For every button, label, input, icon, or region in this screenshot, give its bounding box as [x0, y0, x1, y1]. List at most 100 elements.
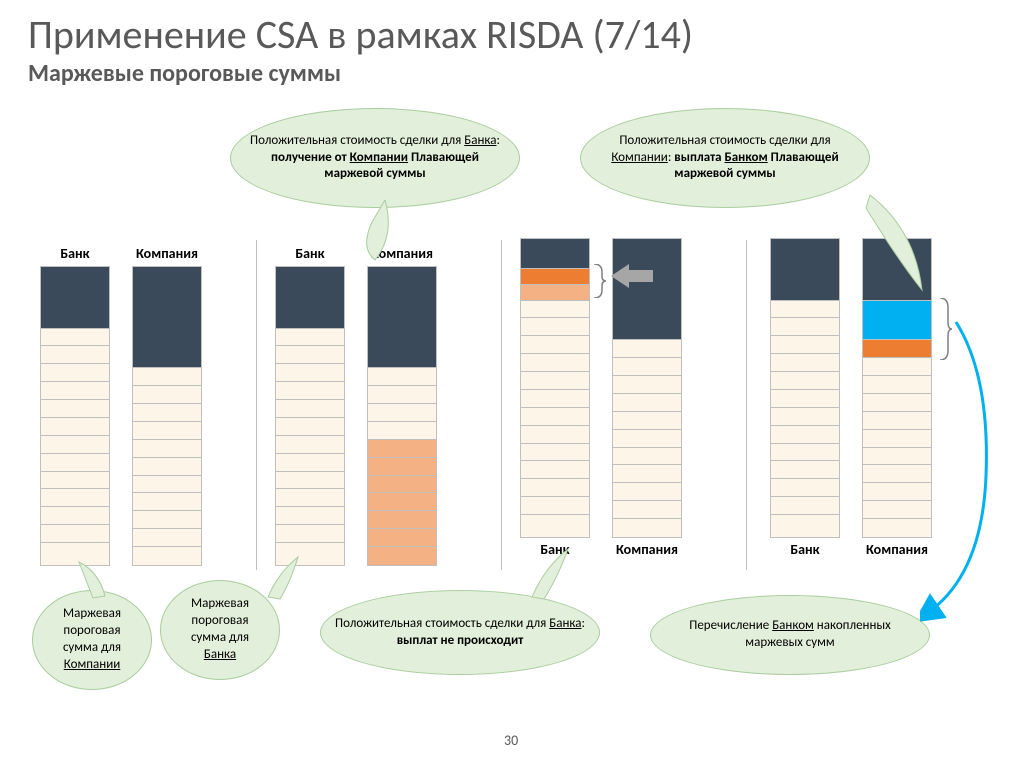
bar-segment	[521, 372, 589, 390]
bar-segment	[368, 493, 436, 511]
bar-segment	[771, 318, 839, 336]
bar-segment	[368, 440, 436, 458]
bar-segment	[521, 479, 589, 497]
bar-segment	[276, 454, 344, 472]
bar-segment	[41, 267, 109, 329]
bar-segment	[276, 364, 344, 382]
bar-segment	[771, 354, 839, 372]
bubble-b2-tail	[260, 555, 310, 605]
divider-2	[501, 240, 502, 570]
bar-segment	[368, 458, 436, 476]
bar-segment	[368, 529, 436, 547]
bar-segment	[613, 412, 681, 430]
bar-segment	[41, 507, 109, 525]
bar-segment	[41, 364, 109, 382]
bar-segment	[41, 489, 109, 507]
bar-segment	[521, 515, 589, 537]
bubble-b3-tail	[520, 545, 580, 605]
bar-segment	[521, 354, 589, 372]
label-company: Компания	[612, 541, 682, 558]
bar-segment	[521, 461, 589, 479]
panel-1-bank-bar	[40, 266, 110, 566]
bar-segment	[613, 501, 681, 519]
gray-arrow-icon	[611, 264, 653, 288]
bar-segment	[771, 336, 839, 354]
panel-2-bank-bar	[275, 266, 345, 566]
bar-segment	[771, 408, 839, 426]
bar-segment	[521, 318, 589, 336]
bar-segment	[771, 239, 839, 301]
title-sub: Маржевые пороговые суммы	[28, 59, 693, 88]
bar-segment	[613, 394, 681, 412]
panel-3-bank-bar	[520, 238, 590, 538]
bar-segment	[613, 239, 681, 340]
bar-segment	[521, 285, 589, 301]
bracket-panel3	[592, 264, 608, 298]
bar-segment	[771, 515, 839, 537]
bar-segment	[613, 465, 681, 483]
bar-segment	[771, 444, 839, 462]
panel-1-labels: Банк Компания	[40, 245, 202, 262]
bar-segment	[771, 390, 839, 408]
bar-segment	[613, 358, 681, 376]
bar-segment	[41, 436, 109, 454]
bar-segment	[276, 382, 344, 400]
bar-segment	[771, 461, 839, 479]
bar-segment	[771, 497, 839, 515]
bar-segment	[133, 404, 201, 422]
bar-segment	[133, 511, 201, 529]
bar-segment	[613, 519, 681, 537]
title-main: Применение CSA в рамках RISDA (7/14)	[28, 10, 693, 59]
bubble-tl-tail	[360, 200, 420, 270]
bar-segment	[368, 476, 436, 494]
bubble-b1-tail	[75, 560, 115, 600]
bar-segment	[613, 376, 681, 394]
label-company: Компания	[132, 245, 202, 262]
bar-segment	[368, 422, 436, 440]
slide-title: Применение CSA в рамках RISDA (7/14) Мар…	[28, 10, 693, 88]
bar-segment	[276, 329, 344, 347]
label-bank: Банк	[770, 541, 840, 558]
bar-segment	[133, 458, 201, 476]
bubble-top-right: Положительная стоимость сделки для Компа…	[580, 108, 870, 208]
bar-segment	[41, 329, 109, 347]
bar-segment	[41, 472, 109, 490]
bar-segment	[133, 529, 201, 547]
bar-segment	[368, 511, 436, 529]
bar-segment	[133, 368, 201, 386]
bubble-b4: Перечисление Банком накопленных маржевых…	[650, 595, 930, 675]
bar-segment	[133, 476, 201, 494]
bar-segment	[521, 239, 589, 269]
bar-segment	[133, 422, 201, 440]
bar-segment	[41, 382, 109, 400]
bar-segment	[771, 479, 839, 497]
bar-segment	[521, 426, 589, 444]
label-bank: Банк	[40, 245, 110, 262]
bar-segment	[276, 507, 344, 525]
bar-segment	[368, 404, 436, 422]
bar-segment	[368, 267, 436, 368]
page-number: 30	[504, 732, 518, 749]
bar-segment	[368, 386, 436, 404]
divider-1	[256, 240, 257, 570]
bar-segment	[41, 525, 109, 543]
bar-segment	[133, 267, 201, 368]
blue-arrow-icon	[920, 316, 1000, 626]
bar-segment	[521, 497, 589, 515]
bar-segment	[133, 440, 201, 458]
bar-segment	[521, 301, 589, 319]
bar-segment	[368, 547, 436, 565]
bar-segment	[133, 547, 201, 565]
bar-segment	[41, 346, 109, 364]
bar-segment	[276, 472, 344, 490]
bar-segment	[41, 454, 109, 472]
bar-segment	[521, 390, 589, 408]
bar-segment	[276, 436, 344, 454]
label-bank: Банк	[275, 245, 345, 262]
bar-segment	[613, 448, 681, 466]
panel-1-company-bar	[132, 266, 202, 566]
bar-segment	[771, 301, 839, 319]
panel-2-company-bar	[367, 266, 437, 566]
bar-segment	[276, 489, 344, 507]
bar-segment	[41, 400, 109, 418]
